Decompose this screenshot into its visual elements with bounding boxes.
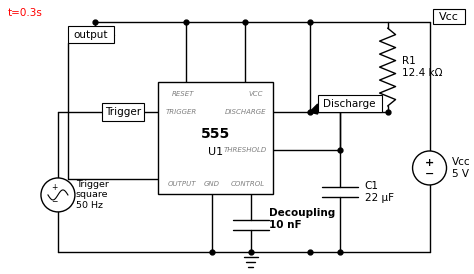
Text: CONTROL: CONTROL: [230, 181, 264, 187]
Polygon shape: [310, 104, 318, 114]
Bar: [102, 103, 144, 121]
Bar: [433, 9, 465, 24]
Text: t=0.3s: t=0.3s: [8, 8, 43, 18]
Text: Trigger
square
50 Hz: Trigger square 50 Hz: [76, 180, 109, 210]
Text: −: −: [51, 198, 57, 206]
Text: TRIGGER: TRIGGER: [166, 109, 197, 115]
Text: RESET: RESET: [172, 91, 194, 97]
Text: R1
12.4 kΩ: R1 12.4 kΩ: [401, 56, 442, 78]
Text: Trigger: Trigger: [105, 107, 141, 117]
Bar: [68, 26, 114, 43]
Text: C1
22 μF: C1 22 μF: [365, 181, 393, 203]
Bar: [158, 82, 273, 194]
Text: Vcc: Vcc: [438, 12, 458, 22]
Text: 555: 555: [201, 127, 230, 141]
Text: +: +: [425, 158, 434, 168]
Text: +: +: [51, 184, 57, 192]
Text: U1: U1: [208, 147, 223, 157]
Circle shape: [41, 178, 75, 212]
Text: Vcc
5 V: Vcc 5 V: [452, 157, 470, 179]
Text: output: output: [73, 30, 108, 40]
Text: THRESHOLD: THRESHOLD: [223, 147, 267, 153]
Text: VCC: VCC: [248, 91, 263, 97]
Bar: [318, 95, 382, 112]
Text: OUTPUT: OUTPUT: [168, 181, 196, 187]
Text: Discharge: Discharge: [323, 99, 376, 109]
Text: −: −: [425, 169, 434, 179]
Text: GND: GND: [204, 181, 220, 187]
Text: Decoupling
10 nF: Decoupling 10 nF: [269, 208, 335, 230]
Text: DISCHARGE: DISCHARGE: [225, 109, 267, 115]
Circle shape: [412, 151, 447, 185]
